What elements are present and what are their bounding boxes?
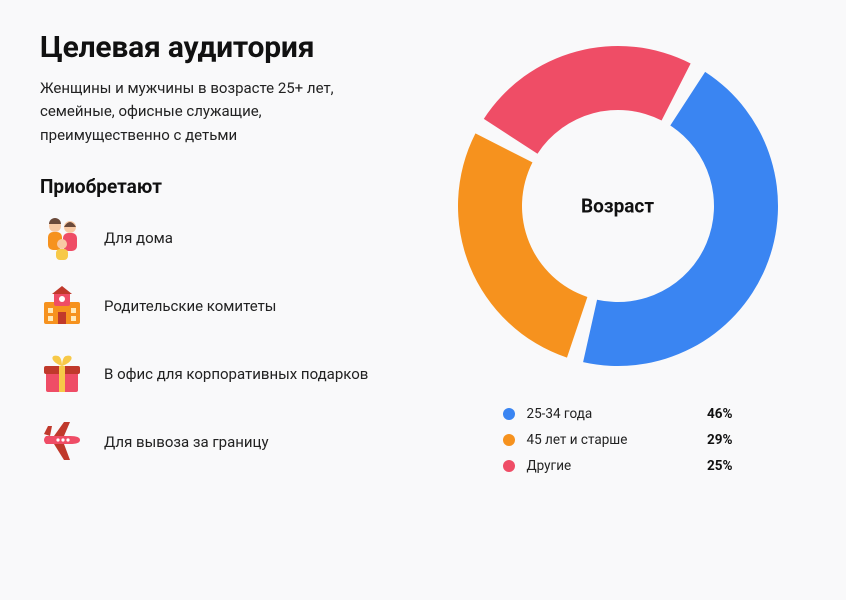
legend-value: 25% xyxy=(707,458,732,474)
legend-item: 25-34 года 46% xyxy=(503,406,733,422)
legend-item: 45 лет и старше 29% xyxy=(503,432,733,448)
legend-value: 46% xyxy=(707,406,732,422)
right-column: Возраст 25-34 года 46% 45 лет и старше 2… xyxy=(425,30,810,570)
legend-label: 45 лет и старше xyxy=(527,432,696,448)
left-column: Целевая аудитория Женщины и мужчины в во… xyxy=(40,30,425,570)
list-item-label: Родительские комитеты xyxy=(104,297,276,315)
family-icon xyxy=(40,216,84,260)
legend-value: 29% xyxy=(707,432,732,448)
list-item: Родительские комитеты xyxy=(40,284,425,328)
list-item-label: В офис для корпоративных подарков xyxy=(104,365,368,383)
purchase-heading: Приобретают xyxy=(40,175,425,198)
airplane-icon xyxy=(40,420,84,464)
legend-dot xyxy=(503,434,515,446)
list-item-label: Для дома xyxy=(104,229,173,247)
page-title: Целевая аудитория xyxy=(40,30,425,65)
chart-legend: 25-34 года 46% 45 лет и старше 29% Други… xyxy=(503,406,733,474)
donut-center-label: Возраст xyxy=(581,195,654,218)
list-item-label: Для вывоза за границу xyxy=(104,433,269,451)
list-item: Для дома xyxy=(40,216,425,260)
infographic-card: Целевая аудитория Женщины и мужчины в во… xyxy=(0,0,846,600)
legend-item: Другие 25% xyxy=(503,458,733,474)
gift-icon xyxy=(40,352,84,396)
purchase-list: Для дома Родительски xyxy=(40,216,425,464)
legend-label: 25-34 года xyxy=(527,406,696,422)
school-icon xyxy=(40,284,84,328)
legend-label: Другие xyxy=(527,458,696,474)
donut-slice xyxy=(457,133,586,357)
list-item: Для вывоза за границу xyxy=(40,420,425,464)
list-item: В офис для корпоративных подарков xyxy=(40,352,425,396)
legend-dot xyxy=(503,408,515,420)
donut-slice xyxy=(583,72,778,366)
legend-dot xyxy=(503,460,515,472)
audience-description: Женщины и мужчины в возрасте 25+ лет, се… xyxy=(40,77,370,147)
donut-chart: Возраст xyxy=(448,36,788,376)
donut-slice xyxy=(483,46,690,154)
